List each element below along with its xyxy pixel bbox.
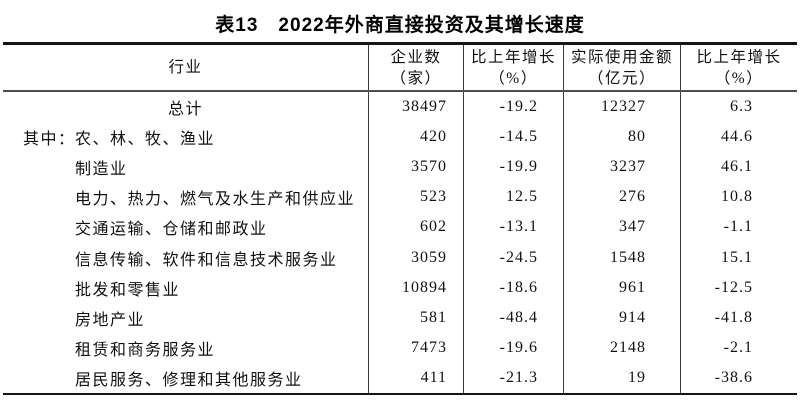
header-growth2-line1: 比上年增长 (696, 48, 782, 66)
header-enterprises-line1: 企业数 (390, 48, 442, 66)
fdi-table: 行业 企业数 （家） 比上年增长 （%） 实际使用金额 （亿元） 比上年增长 （… (3, 42, 797, 395)
growth2-value: -12.5 (680, 272, 797, 303)
growth1-value: -48.4 (463, 302, 563, 333)
header-industry: 行业 (3, 45, 368, 90)
growth2-value: 6.3 (680, 92, 797, 123)
industry-label: 电力、热力、燃气及水生产和供应业 (75, 191, 356, 209)
growth1-value: -18.6 (463, 272, 563, 303)
table-row: 居民服务、修理和其他服务业 411 -21.3 19 -38.6 (3, 362, 797, 393)
growth1-value: -14.5 (463, 122, 563, 153)
amount-value: 3237 (563, 152, 680, 183)
growth2-value: 46.1 (680, 152, 797, 183)
amount-value: 1548 (563, 242, 680, 273)
growth1-value: -13.1 (463, 212, 563, 243)
header-growth2: 比上年增长 （%） (680, 45, 797, 90)
enterprises-value: 411 (368, 362, 463, 393)
enterprises-value: 581 (368, 302, 463, 333)
industry-label: 信息传输、软件和信息技术服务业 (75, 251, 338, 269)
industry-label: 租赁和商务服务业 (75, 341, 216, 359)
enterprises-value: 523 (368, 182, 463, 213)
header-growth1-line2: （%） (489, 69, 538, 87)
industry-cell: 批发和零售业 (3, 273, 368, 303)
enterprises-value: 3059 (368, 242, 463, 273)
growth1-value: -19.2 (463, 92, 563, 123)
industry-label: 居民服务、修理和其他服务业 (75, 371, 303, 389)
growth2-value: -41.8 (680, 302, 797, 333)
header-enterprises-line2: （家） (390, 69, 442, 87)
enterprises-value: 10894 (368, 272, 463, 303)
industry-cell: 制造业 (3, 152, 368, 182)
industry-label: 制造业 (75, 161, 128, 179)
industry-label: 总计 (167, 101, 203, 119)
growth2-value: -1.1 (680, 212, 797, 243)
table-row: 信息传输、软件和信息技术服务业 3059 -24.5 1548 15.1 (3, 242, 797, 273)
table-row: 批发和零售业 10894 -18.6 961 -12.5 (3, 272, 797, 303)
industry-cell: 电力、热力、燃气及水生产和供应业 (3, 182, 368, 212)
amount-value: 19 (563, 362, 680, 393)
enterprises-value: 38497 (368, 92, 463, 123)
industry-label: 农、林、牧、渔业 (75, 131, 216, 149)
table-title: 表13 2022年外商直接投资及其增长速度 (215, 15, 585, 36)
industry-cell: 租赁和商务服务业 (3, 333, 368, 363)
table-row: 制造业 3570 -19.9 3237 46.1 (3, 152, 797, 183)
table-row: 房地产业 581 -48.4 914 -41.8 (3, 302, 797, 333)
growth1-value: -21.3 (463, 362, 563, 393)
growth1-value: -19.9 (463, 152, 563, 183)
table-row: 其中： 农、林、牧、渔业 420 -14.5 80 44.6 (3, 122, 797, 153)
enterprises-value: 7473 (368, 332, 463, 363)
header-industry-label: 行业 (168, 59, 203, 76)
growth2-value: 44.6 (680, 122, 797, 153)
header-amount-line1: 实际使用金额 (570, 48, 673, 66)
table-row: 电力、热力、燃气及水生产和供应业 523 12.5 276 10.8 (3, 182, 797, 213)
table-row: 租赁和商务服务业 7473 -19.6 2148 -2.1 (3, 332, 797, 363)
header-growth1-line1: 比上年增长 (470, 48, 556, 66)
row-prefix: 其中： (23, 131, 76, 149)
growth1-value: 12.5 (463, 182, 563, 213)
growth1-value: -19.6 (463, 332, 563, 363)
table-row: 交通运输、仓储和邮政业 602 -13.1 347 -1.1 (3, 212, 797, 243)
table-row-total: 总计 38497 -19.2 12327 6.3 (3, 92, 797, 123)
enterprises-value: 420 (368, 122, 463, 153)
header-enterprises: 企业数 （家） (368, 45, 463, 90)
header-amount-line2: （亿元） (587, 69, 656, 87)
enterprises-value: 3570 (368, 152, 463, 183)
enterprises-value: 602 (368, 212, 463, 243)
table-header-row: 行业 企业数 （家） 比上年增长 （%） 实际使用金额 （亿元） 比上年增长 （… (3, 45, 797, 92)
growth2-value: -2.1 (680, 332, 797, 363)
growth1-value: -24.5 (463, 242, 563, 273)
header-growth1: 比上年增长 （%） (463, 45, 563, 90)
amount-value: 2148 (563, 332, 680, 363)
amount-value: 961 (563, 272, 680, 303)
growth2-value: 15.1 (680, 242, 797, 273)
header-amount: 实际使用金额 （亿元） (563, 45, 680, 90)
industry-cell: 居民服务、修理和其他服务业 (3, 363, 368, 393)
amount-value: 276 (563, 182, 680, 213)
growth2-value: 10.8 (680, 182, 797, 213)
amount-value: 12327 (563, 92, 680, 123)
amount-value: 80 (563, 122, 680, 153)
industry-label: 批发和零售业 (75, 281, 181, 299)
industry-label: 交通运输、仓储和邮政业 (75, 221, 268, 239)
header-growth2-line2: （%） (714, 69, 764, 87)
industry-cell: 房地产业 (3, 303, 368, 333)
industry-label: 房地产业 (75, 311, 146, 329)
amount-value: 914 (563, 302, 680, 333)
industry-cell: 信息传输、软件和信息技术服务业 (3, 242, 368, 272)
industry-cell: 总计 (3, 92, 368, 122)
industry-cell: 其中： 农、林、牧、渔业 (3, 122, 368, 152)
industry-cell: 交通运输、仓储和邮政业 (3, 212, 368, 242)
growth2-value: -38.6 (680, 362, 797, 393)
amount-value: 347 (563, 212, 680, 243)
